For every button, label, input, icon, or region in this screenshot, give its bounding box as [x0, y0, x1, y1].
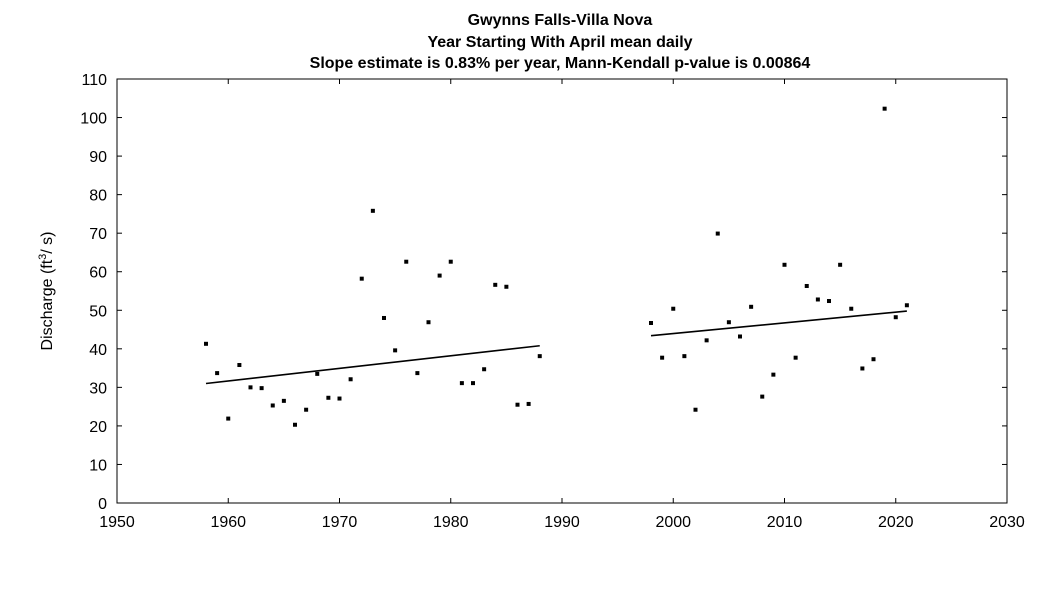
x-tick-label: 1950 — [99, 514, 135, 531]
data-point — [493, 282, 498, 287]
data-point — [204, 341, 208, 346]
x-tick-label: 2030 — [989, 514, 1025, 531]
x-tick-label: 2010 — [767, 514, 803, 531]
trend-line — [650, 310, 907, 337]
data-point — [537, 354, 542, 359]
title-line-1: Gwynns Falls-Villa Nova — [468, 12, 653, 29]
data-point — [771, 372, 776, 377]
data-point — [237, 363, 242, 368]
data-point — [359, 276, 364, 281]
y-tick-label: 0 — [98, 496, 107, 513]
data-point — [281, 398, 286, 403]
data-point — [860, 366, 865, 371]
title-line-2: Year Starting With April mean daily — [427, 34, 692, 51]
data-point — [504, 284, 509, 289]
x-tick-label: 2020 — [878, 514, 914, 531]
data-point — [693, 407, 698, 412]
y-axis-label-superscript: 3 — [37, 254, 49, 260]
data-point — [660, 355, 665, 360]
data-points — [204, 106, 909, 427]
data-point — [515, 402, 520, 407]
data-point — [882, 106, 887, 111]
data-point — [226, 416, 231, 421]
data-point — [459, 381, 464, 386]
trend-line — [205, 344, 540, 385]
data-point — [326, 395, 331, 400]
y-axis-label-suffix: / s) — [39, 231, 56, 253]
data-point — [793, 355, 798, 360]
data-point — [437, 273, 442, 278]
data-point — [671, 306, 676, 311]
data-point — [804, 283, 809, 288]
data-point — [382, 315, 386, 320]
title-line-3: Slope estimate is 0.83% per year, Mann-K… — [310, 55, 811, 72]
data-point — [270, 403, 275, 408]
data-point — [782, 262, 787, 267]
data-point — [815, 297, 820, 302]
y-axis-label: Discharge (ft3/ s) — [37, 231, 56, 350]
trend-lines — [205, 310, 907, 385]
y-tick-label: 10 — [89, 457, 107, 474]
data-point — [760, 394, 765, 399]
data-point — [259, 386, 264, 391]
plot-area-frame — [116, 78, 1008, 504]
data-point — [315, 371, 320, 376]
data-point — [337, 396, 342, 401]
data-point — [849, 306, 854, 311]
y-tick-label: 60 — [89, 265, 107, 282]
y-tick-label: 30 — [89, 380, 107, 397]
x-axis: 1950 1960 1970 1980 1990 2000 2010 2020 2030 — [99, 79, 1025, 531]
data-point — [293, 422, 297, 427]
data-point — [304, 407, 309, 412]
data-point — [726, 320, 731, 325]
data-point — [404, 259, 409, 264]
x-tick-label: 1990 — [544, 514, 580, 531]
y-tick-label: 110 — [81, 72, 107, 89]
y-axis: 0 10 20 30 40 50 60 70 80 90 100 110 — [80, 72, 1007, 513]
data-point — [649, 320, 653, 325]
data-point — [871, 357, 876, 362]
data-point — [827, 299, 831, 304]
y-tick-label: 70 — [89, 226, 107, 243]
data-point — [370, 208, 375, 213]
data-point — [526, 401, 531, 406]
data-point — [348, 377, 353, 382]
y-tick-label: 100 — [80, 111, 107, 128]
data-point — [682, 354, 687, 359]
data-point — [904, 303, 909, 308]
data-point — [893, 315, 898, 320]
data-point — [715, 231, 720, 236]
chart-title: Gwynns Falls-Villa Nova Year Starting Wi… — [310, 12, 811, 72]
data-point — [749, 304, 754, 309]
data-point — [704, 338, 709, 343]
x-tick-label: 1960 — [210, 514, 246, 531]
x-tick-label: 1970 — [322, 514, 358, 531]
data-point — [471, 381, 475, 386]
x-tick-label: 2000 — [655, 514, 691, 531]
y-tick-label: 90 — [89, 149, 107, 166]
data-point — [448, 259, 453, 264]
data-point — [738, 334, 742, 339]
y-tick-label: 20 — [89, 419, 107, 436]
data-point — [838, 262, 843, 267]
data-point — [482, 367, 487, 372]
y-axis-label-prefix: Discharge (ft — [39, 259, 56, 350]
y-tick-label: 40 — [89, 342, 107, 359]
data-point — [393, 348, 398, 353]
data-point — [215, 371, 220, 376]
data-point — [426, 320, 431, 325]
y-tick-label: 50 — [89, 303, 107, 320]
y-tick-label: 80 — [89, 188, 107, 205]
data-point — [415, 371, 420, 376]
x-tick-label: 1980 — [433, 514, 469, 531]
data-point — [248, 385, 253, 390]
